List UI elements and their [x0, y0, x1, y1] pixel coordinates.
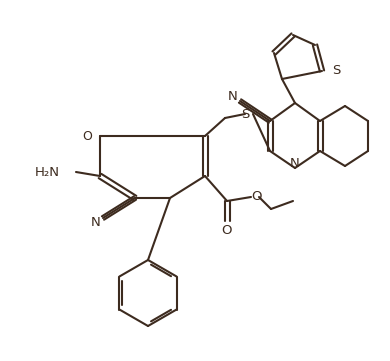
Text: N: N: [290, 157, 300, 170]
Text: N: N: [91, 217, 101, 230]
Text: N: N: [228, 90, 238, 103]
Text: H₂N: H₂N: [35, 165, 60, 178]
Text: O: O: [251, 191, 262, 204]
Text: O: O: [222, 223, 232, 236]
Text: S: S: [332, 65, 340, 78]
Text: S: S: [241, 108, 249, 121]
Text: O: O: [82, 130, 92, 143]
